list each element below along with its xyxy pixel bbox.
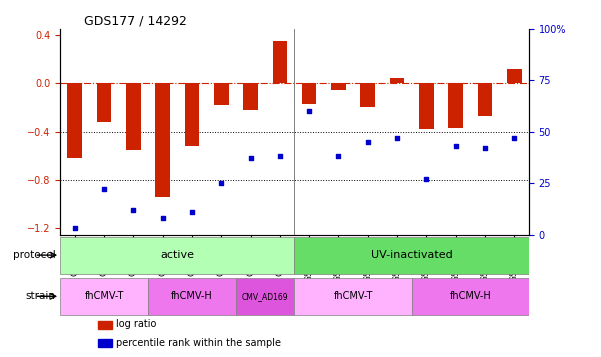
Bar bbox=[97, 321, 112, 329]
Point bbox=[480, 145, 490, 151]
Point bbox=[421, 176, 431, 182]
Text: strain: strain bbox=[25, 291, 55, 301]
Bar bbox=[185, 83, 200, 146]
Bar bbox=[331, 83, 346, 90]
Point bbox=[363, 139, 373, 145]
Point bbox=[99, 186, 109, 192]
Bar bbox=[272, 41, 287, 83]
FancyBboxPatch shape bbox=[294, 278, 412, 315]
Bar bbox=[97, 83, 111, 122]
Bar bbox=[243, 83, 258, 110]
Point bbox=[187, 209, 197, 215]
Bar bbox=[419, 83, 434, 129]
Bar bbox=[97, 339, 112, 347]
Point bbox=[451, 143, 460, 149]
Point bbox=[510, 135, 519, 141]
FancyBboxPatch shape bbox=[60, 237, 294, 274]
Bar bbox=[389, 78, 404, 83]
Text: fhCMV-H: fhCMV-H bbox=[450, 291, 491, 301]
Bar bbox=[507, 69, 522, 83]
FancyBboxPatch shape bbox=[236, 278, 294, 315]
FancyBboxPatch shape bbox=[412, 278, 529, 315]
Text: GDS177 / 14292: GDS177 / 14292 bbox=[84, 14, 186, 27]
Text: protocol: protocol bbox=[13, 250, 55, 260]
FancyBboxPatch shape bbox=[60, 278, 148, 315]
Text: percentile rank within the sample: percentile rank within the sample bbox=[117, 338, 281, 348]
Point bbox=[70, 226, 79, 231]
Text: fhCMV-H: fhCMV-H bbox=[171, 291, 213, 301]
Point bbox=[216, 180, 226, 186]
Point bbox=[129, 207, 138, 213]
Bar bbox=[302, 83, 317, 104]
Bar bbox=[126, 83, 141, 150]
Text: CMV_AD169: CMV_AD169 bbox=[242, 292, 288, 301]
Text: active: active bbox=[160, 250, 194, 260]
Text: UV-inactivated: UV-inactivated bbox=[371, 250, 453, 260]
Point bbox=[158, 215, 168, 221]
Text: fhCMV-T: fhCMV-T bbox=[84, 291, 124, 301]
Text: fhCMV-T: fhCMV-T bbox=[334, 291, 373, 301]
Point bbox=[275, 154, 285, 159]
Point bbox=[304, 108, 314, 114]
Bar bbox=[67, 83, 82, 158]
Bar bbox=[448, 83, 463, 128]
Bar bbox=[214, 83, 228, 105]
Point bbox=[334, 154, 343, 159]
FancyBboxPatch shape bbox=[294, 237, 529, 274]
Text: log ratio: log ratio bbox=[117, 320, 157, 330]
Bar bbox=[361, 83, 375, 107]
Bar bbox=[478, 83, 492, 116]
Bar bbox=[155, 83, 170, 197]
FancyBboxPatch shape bbox=[148, 278, 236, 315]
Point bbox=[392, 135, 402, 141]
Point bbox=[246, 155, 255, 161]
